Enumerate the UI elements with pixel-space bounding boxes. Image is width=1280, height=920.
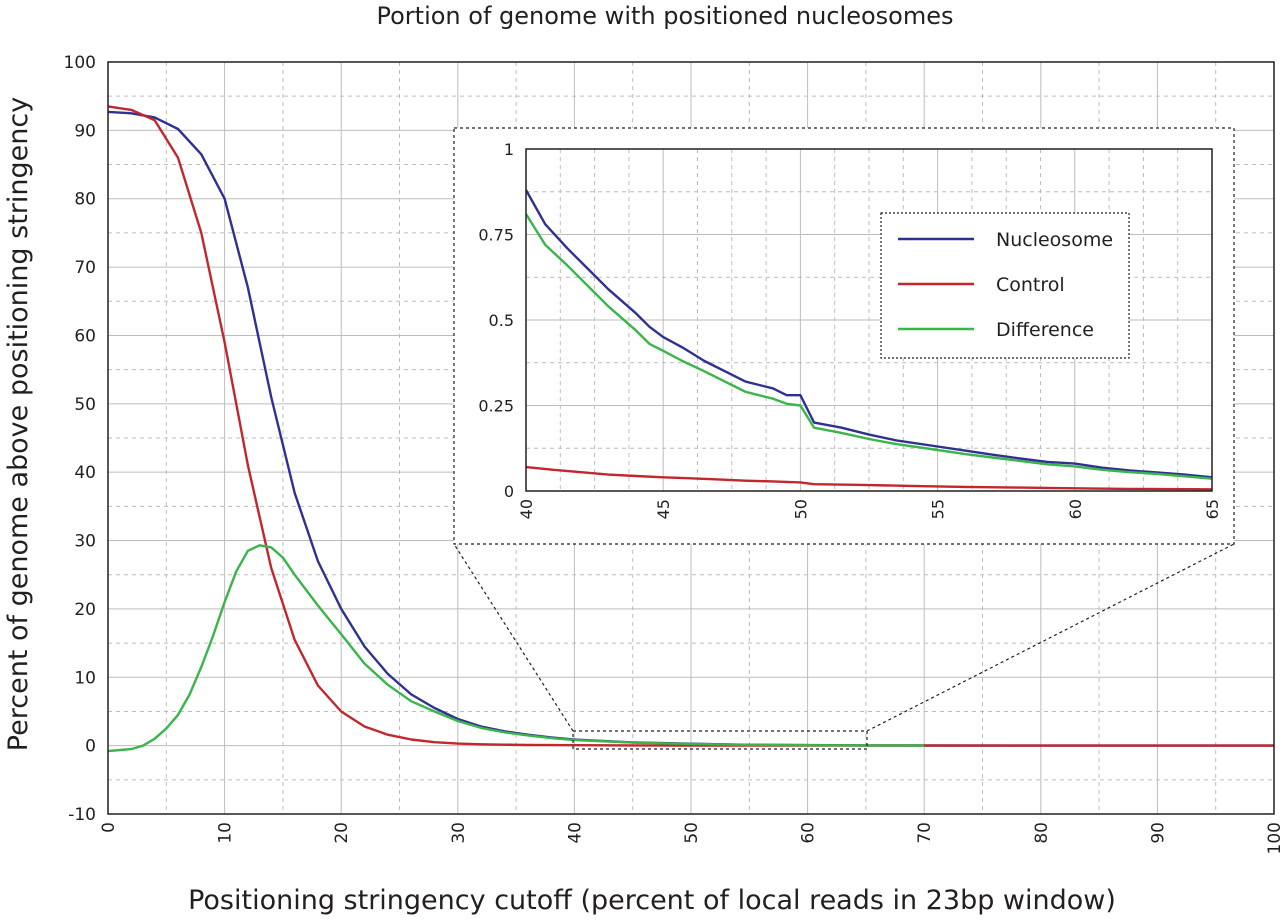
zoom-indicator (453, 543, 1235, 750)
inset-y-tick-label-0-5: 0.5 (489, 311, 514, 330)
inset-series-line-nucleosome (524, 189, 1213, 479)
inset-x-tick-label-55: 55 (929, 499, 948, 519)
main-y-tick-label-0: 0 (85, 737, 96, 757)
main-x-tick-label-100: 100 (1265, 822, 1280, 854)
main-x-tick-label-10: 10 (216, 822, 236, 844)
main-y-tick-label-20: 20 (74, 600, 96, 620)
chart-title: Portion of genome with positioned nucleo… (376, 2, 953, 30)
inset-plot-frame (525, 148, 1213, 492)
main-x-tick-label-20: 20 (332, 822, 352, 844)
main-x-tick-label-0: 0 (99, 822, 119, 833)
inset-x-tick-label-45: 45 (654, 499, 673, 519)
main-y-tick-label-40: 40 (74, 463, 96, 483)
inset-y-tick-label-0-25: 0.25 (478, 397, 514, 416)
inset-x-tick-label-40: 40 (517, 499, 536, 519)
main-y-tick-label-10: 10 (74, 668, 96, 688)
main-y-tick-label-50: 50 (74, 395, 96, 415)
main-x-tick-label-90: 90 (1148, 822, 1168, 844)
y-axis-label: Percent of genome above positioning stri… (3, 97, 34, 751)
inset-series-line-control (525, 465, 1213, 491)
legend-label-control: Control (996, 274, 1065, 296)
main-series-lines (107, 105, 1274, 753)
inset-series-line-difference (524, 213, 1213, 480)
inset-x-tick-label-60: 60 (1066, 499, 1085, 519)
main-y-tick-label-70: 70 (74, 258, 96, 278)
main-x-tick-label-30: 30 (449, 822, 469, 844)
zoom-connector-left (453, 543, 574, 732)
main-y-tick-label-80: 80 (74, 190, 96, 210)
main-x-tick-label-70: 70 (915, 822, 935, 844)
main-y-tick-label-60: 60 (74, 326, 96, 346)
legend-label-nucleosome: Nucleosome (996, 229, 1113, 251)
x-axis-label: Positioning stringency cutoff (percent o… (188, 885, 1116, 916)
zoom-connector-right (866, 543, 1235, 732)
main-y-tick-label-100: 100 (64, 53, 96, 73)
inset-series-lines (524, 189, 1213, 491)
inset-y-tick-label-0-75: 0.75 (478, 226, 514, 245)
main-plot-frame (107, 61, 1275, 815)
inset-x-tick-label-50: 50 (791, 499, 810, 519)
inset-x-tick-label-65: 65 (1203, 499, 1222, 519)
zoom-region-box (572, 730, 868, 750)
main-y-tick-label-90: 90 (74, 121, 96, 141)
main-x-tick-label-50: 50 (682, 822, 702, 844)
inset-tick-labels: 40 45 50 55 60 65 0 0.25 0.5 0.75 1 (478, 140, 1222, 519)
legend-box (880, 212, 1130, 359)
main-y-tick-label-30: 30 (74, 532, 96, 552)
main-tick-labels: 0 10 20 30 40 50 60 70 80 90 100-10010203040506070… (64, 53, 1280, 854)
main-x-tick-label-60: 60 (799, 822, 819, 844)
main-x-tick-label-40: 40 (565, 822, 585, 844)
inset-y-tick-label-1: 1 (504, 140, 514, 159)
main-y-tick-label-10: -10 (68, 805, 96, 825)
inset-y-tick-label-0: 0 (504, 482, 514, 501)
legend-label-difference: Difference (996, 319, 1094, 341)
main-series-line-difference (107, 544, 925, 753)
legend: Nucleosome Control Difference (880, 212, 1130, 359)
main-x-tick-label-80: 80 (1032, 822, 1052, 844)
